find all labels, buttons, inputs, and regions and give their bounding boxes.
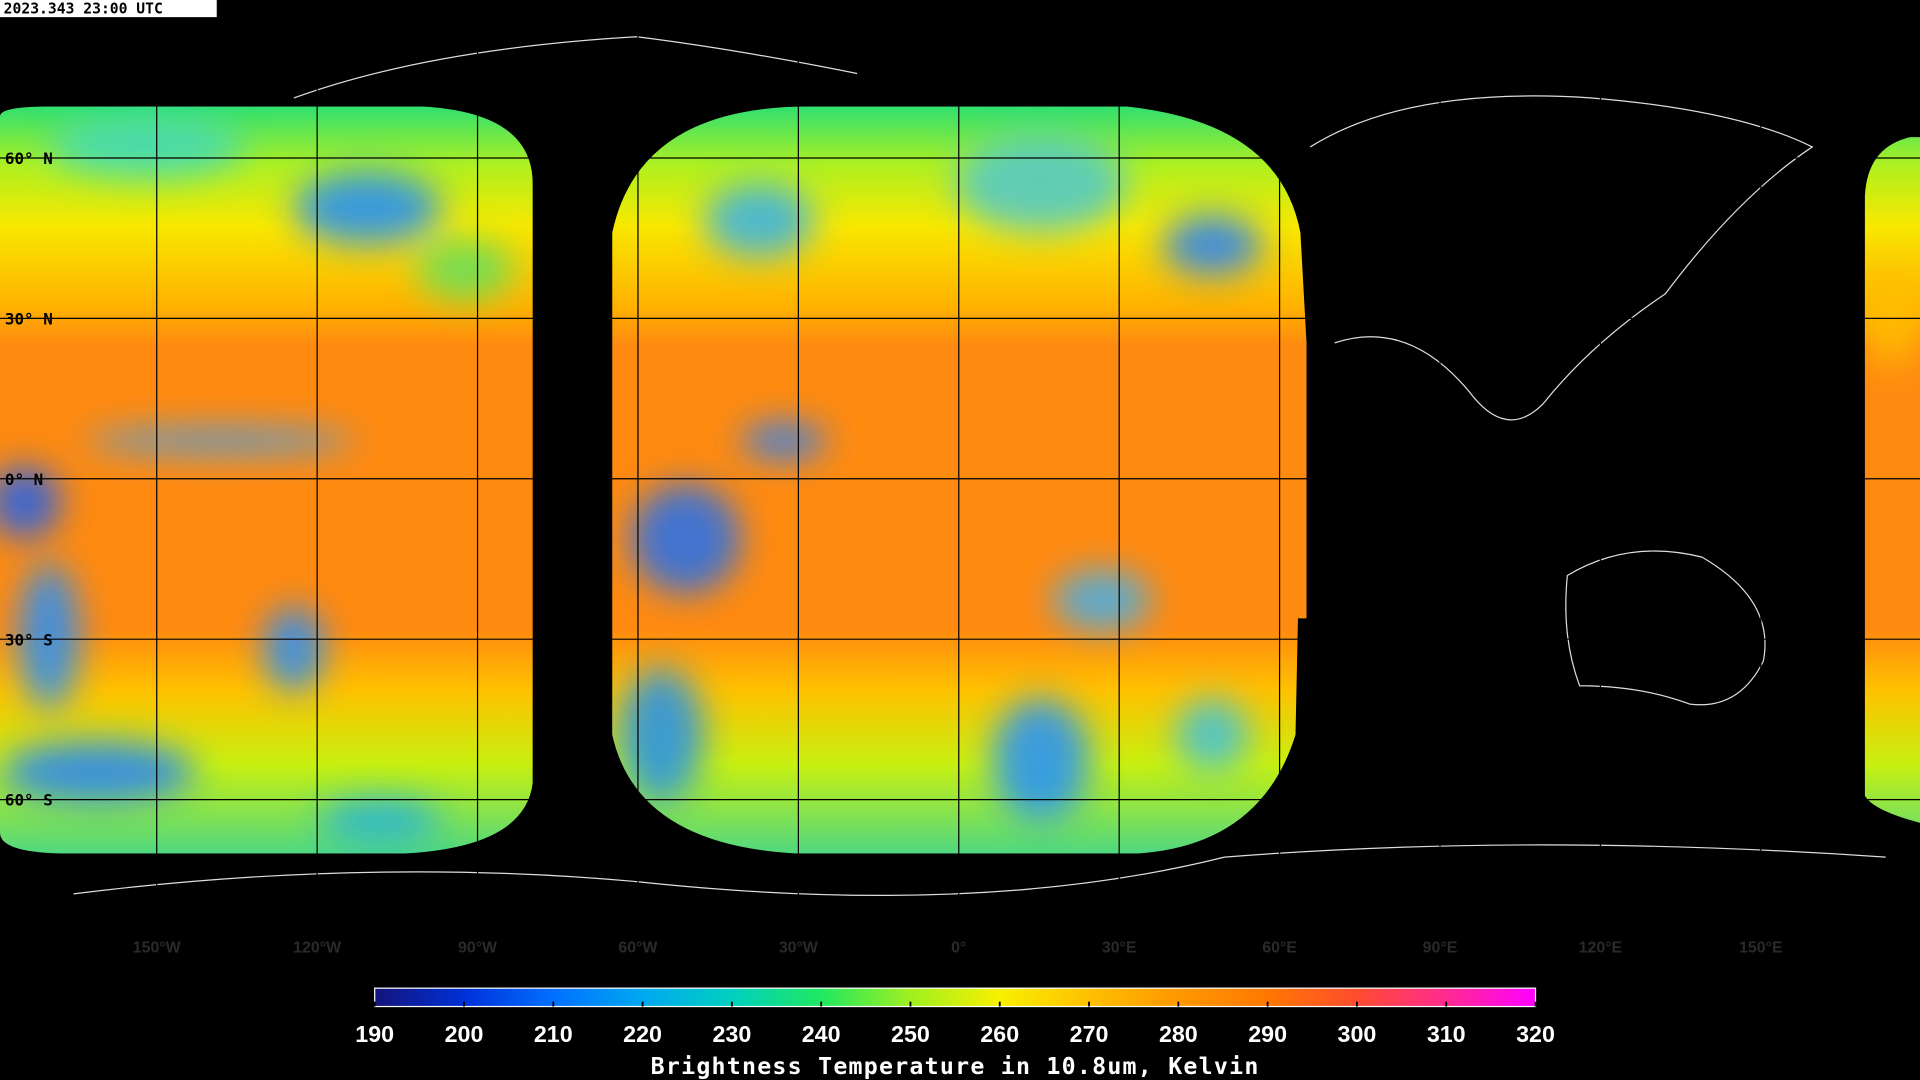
colorbar-title: Brightness Temperature in 10.8um, Kelvin xyxy=(651,1053,1260,1080)
timestamp-box xyxy=(0,0,217,18)
colorbar-tick-label: 230 xyxy=(712,1021,751,1047)
lat-label: 60° S xyxy=(5,791,53,810)
lon-label: 30°W xyxy=(779,940,818,957)
lat-label: 30° S xyxy=(5,630,53,649)
colorbar-tick-label: 290 xyxy=(1248,1021,1287,1047)
lon-label: 0° xyxy=(951,940,966,957)
lon-label: 150°W xyxy=(133,940,181,957)
timestamp: 2023.343 23:00 UTC xyxy=(4,0,163,17)
colorbar-tick-label: 200 xyxy=(445,1021,484,1047)
coastlines xyxy=(73,36,1886,896)
lon-label: 30°E xyxy=(1102,940,1137,957)
colorbar-tick-label: 280 xyxy=(1159,1021,1198,1047)
colorbar-tick-label: 210 xyxy=(534,1021,573,1047)
colorbar-tick-label: 190 xyxy=(355,1021,394,1047)
lon-label: 120°W xyxy=(293,940,341,957)
graticule: 60° N 30° N 0° N 30° S 60° S 150°W 120°W 90°W 60… xyxy=(5,149,1783,957)
colorbar-tick-label: 310 xyxy=(1427,1021,1466,1047)
colorbar-tick-label: 300 xyxy=(1338,1021,1377,1047)
lat-label: 30° N xyxy=(5,309,53,328)
colorbar-tick-label: 270 xyxy=(1070,1021,1109,1047)
lon-label: 120°E xyxy=(1579,940,1623,957)
colorbar: 190 200 210 220 230 240 250 260 270 280 290 300 310 3… xyxy=(355,987,1555,1080)
lon-label: 60°E xyxy=(1262,940,1297,957)
colorbar-gradient xyxy=(374,987,1537,1008)
colorbar-tick-label: 250 xyxy=(891,1021,930,1047)
colorbar-tick-label: 320 xyxy=(1516,1021,1555,1047)
lat-label: 60° N xyxy=(5,149,53,168)
lon-label: 60°W xyxy=(618,940,657,957)
colorbar-tick-label: 240 xyxy=(802,1021,841,1047)
lon-label: 90°E xyxy=(1423,940,1458,957)
lat-label: 0° N xyxy=(5,470,43,489)
colorbar-tick-label: 220 xyxy=(623,1021,662,1047)
lon-label: 150°E xyxy=(1739,940,1783,957)
colorbar-tick-label: 260 xyxy=(980,1021,1019,1047)
lon-label: 90°W xyxy=(458,940,497,957)
